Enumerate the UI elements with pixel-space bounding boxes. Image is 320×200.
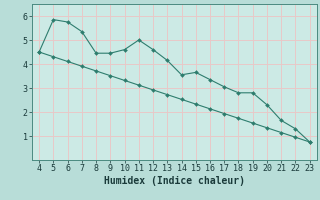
X-axis label: Humidex (Indice chaleur): Humidex (Indice chaleur): [104, 176, 245, 186]
